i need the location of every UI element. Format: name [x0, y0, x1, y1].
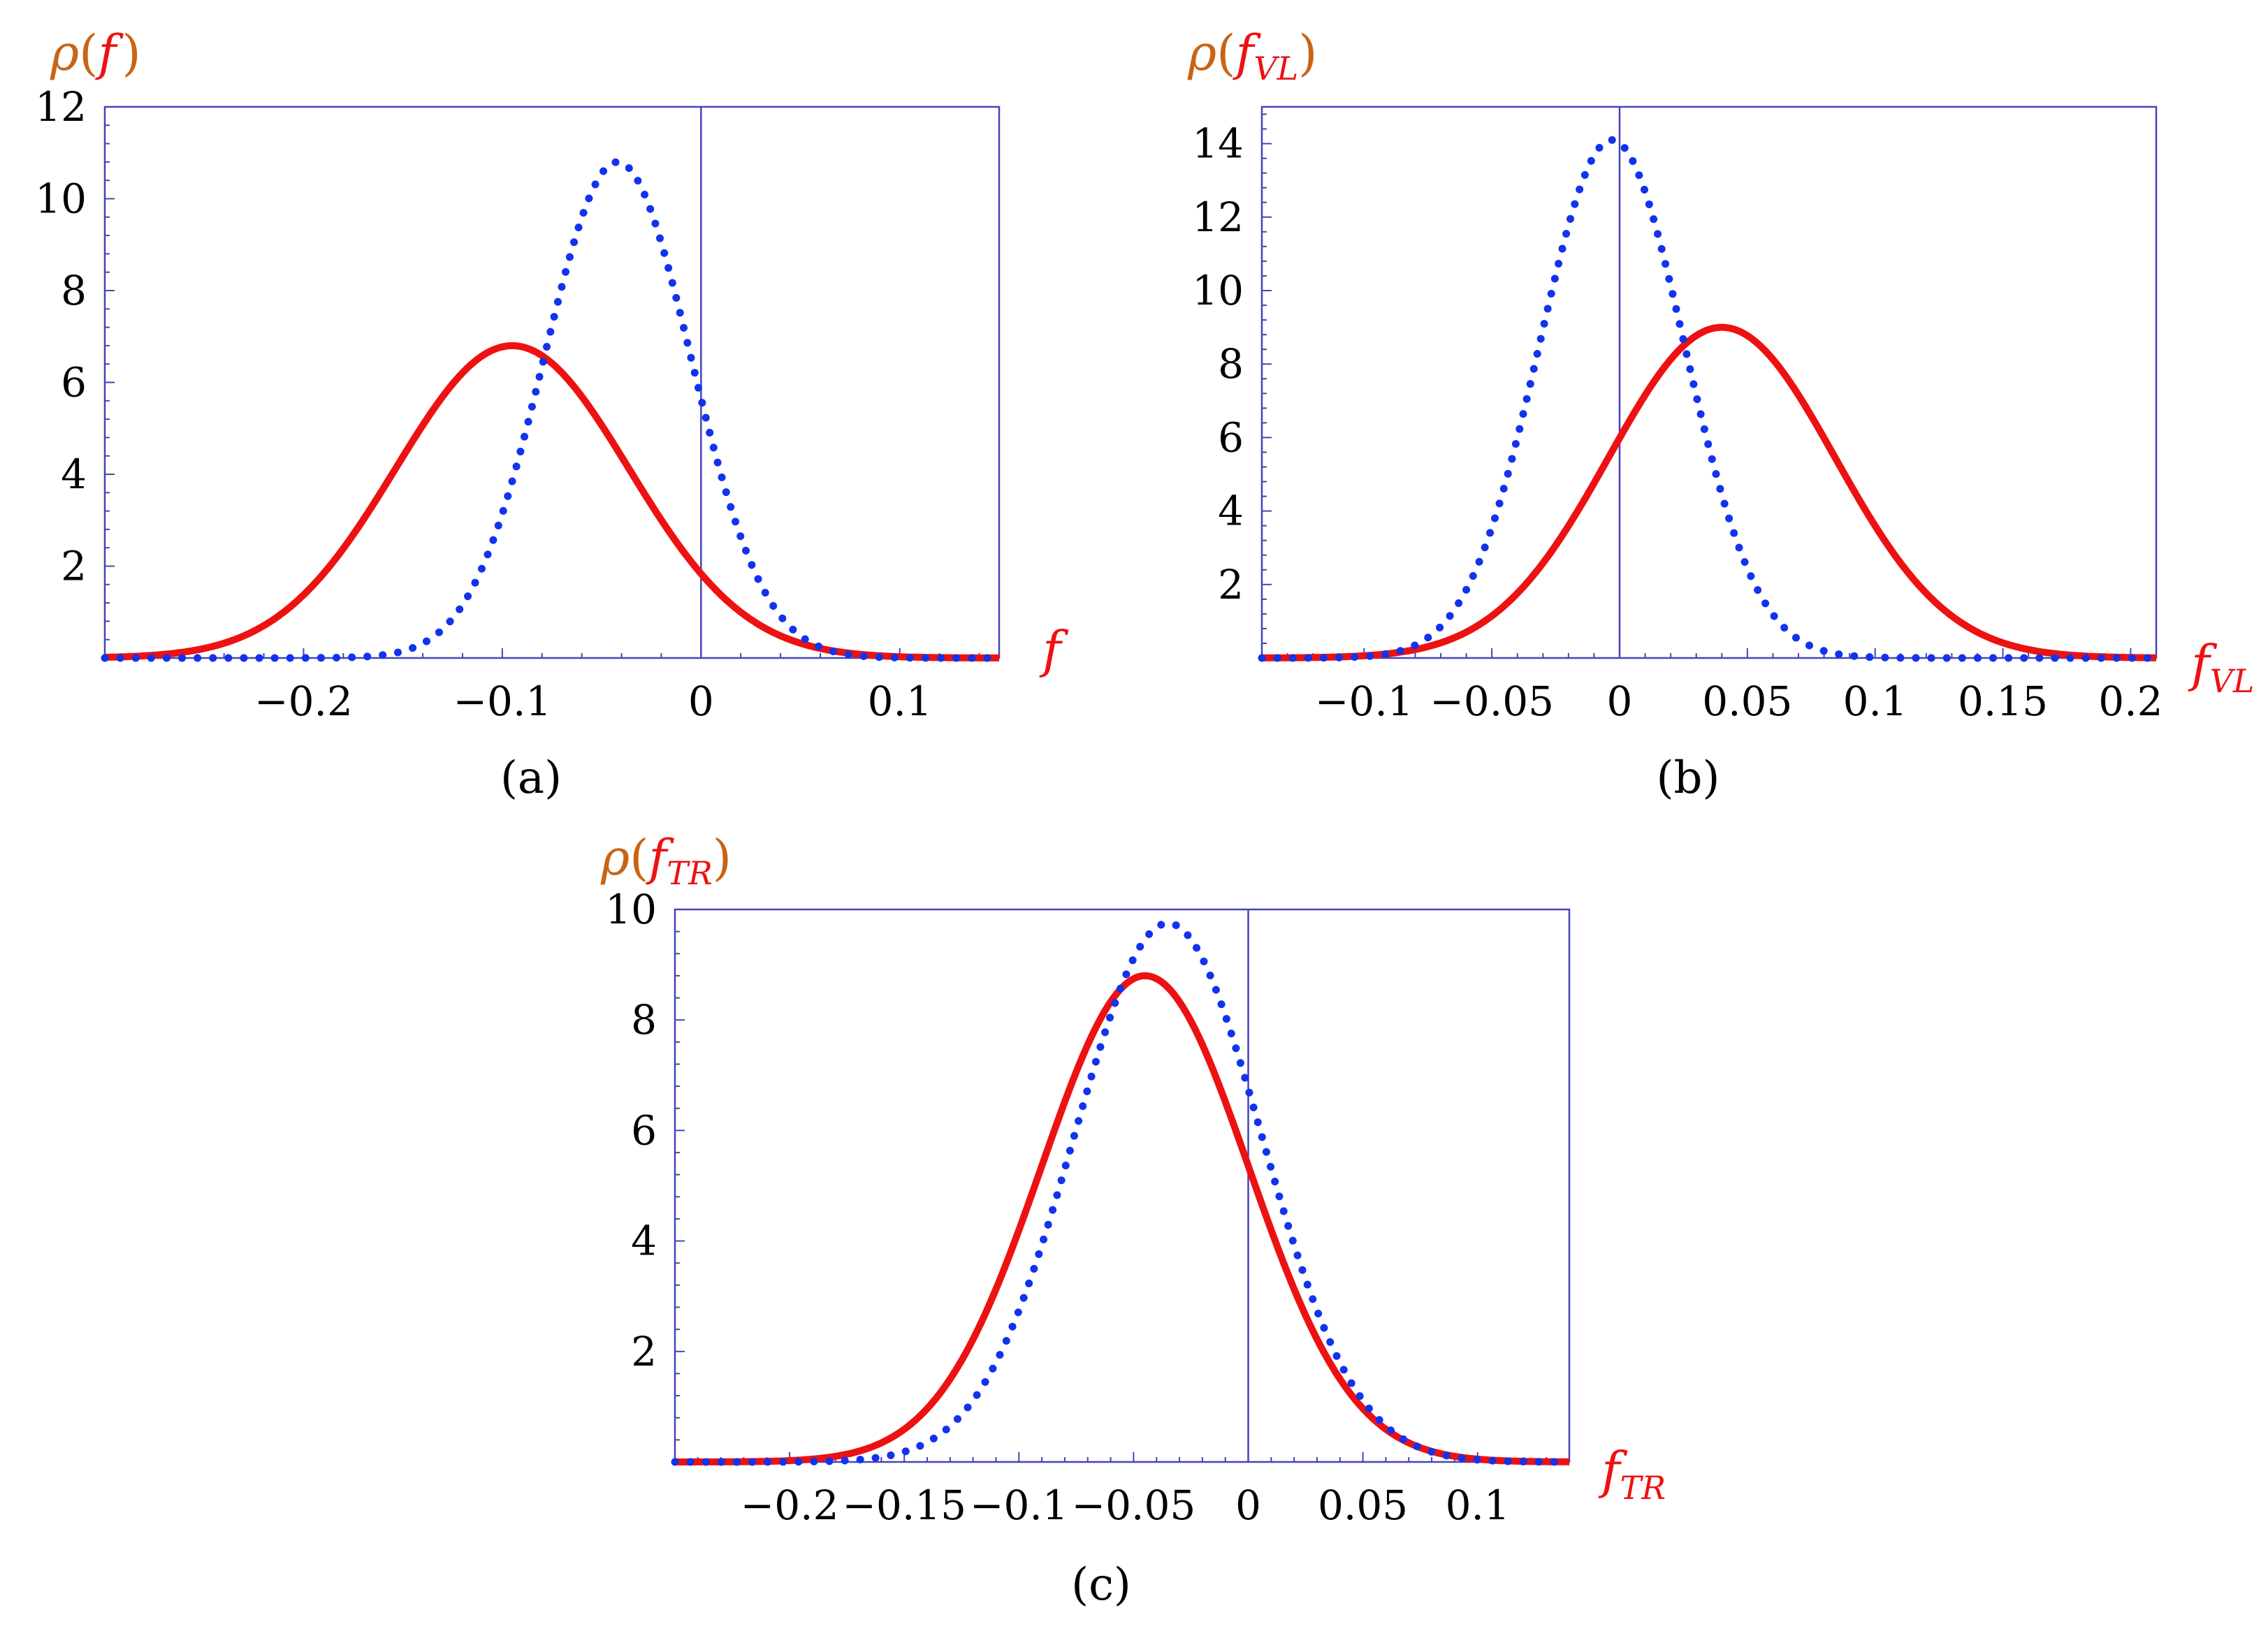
y-axis-label-open: (: [79, 24, 98, 82]
y-tick-label: 6: [631, 1106, 657, 1154]
y-tick-label: 4: [61, 451, 87, 498]
y-tick-label: 14: [1192, 120, 1244, 168]
plot-frame: [674, 908, 1571, 1463]
series-dotted-curve: [101, 158, 1003, 662]
y-axis-label-sub: TR: [667, 854, 712, 892]
series-dotted-curve: [1258, 136, 2160, 662]
y-axis-label-open: (: [630, 829, 648, 886]
series-solid-curve: [674, 972, 1571, 1465]
y-axis-label-close: ): [122, 24, 140, 82]
plot-frame: [1260, 105, 2158, 659]
x-tick-label: 0.1: [1843, 678, 1907, 725]
panel-caption: (a): [500, 752, 562, 804]
series-solid-curve: [103, 342, 1001, 661]
y-axis-label-open: (: [1216, 24, 1235, 82]
x-tick-label: 0.1: [1446, 1482, 1510, 1529]
y-tick-label: 6: [1218, 414, 1244, 461]
y-tick-label: 2: [1218, 561, 1244, 608]
x-axis-label: fTR: [1598, 1441, 1666, 1507]
x-axis-label-sub: VL: [2210, 662, 2255, 700]
x-tick-label: 0.2: [2098, 678, 2162, 725]
y-tick-label: 8: [631, 996, 657, 1044]
y-tick-label: 12: [35, 83, 87, 131]
y-axis-label: ρ(fVL): [1187, 24, 1317, 87]
x-tick-label: −0.05: [1430, 678, 1554, 725]
x-axis-label-var: f: [1039, 620, 1069, 679]
y-axis-label: ρ(f): [50, 24, 141, 82]
x-tick-label: 0: [1607, 678, 1633, 725]
y-tick-label: 10: [35, 175, 87, 223]
y-axis-label-rho: ρ: [1187, 24, 1216, 82]
y-tick-label: 2: [631, 1328, 657, 1375]
x-tick-label: 0.1: [868, 678, 932, 725]
x-axis-label: fVL: [2188, 634, 2254, 700]
x-tick-label: −0.05: [1072, 1482, 1196, 1529]
y-axis-label-var: f: [94, 24, 124, 82]
y-axis-label-close: ): [1298, 24, 1317, 82]
y-axis-label-rho: ρ: [600, 829, 630, 886]
y-tick-label: 4: [631, 1217, 657, 1265]
x-tick-label: 0: [1235, 1482, 1261, 1529]
plot-frame: [103, 105, 1001, 659]
y-axis-label: ρ(fTR): [600, 829, 732, 892]
y-tick-label: 4: [1218, 488, 1244, 535]
y-tick-label: 2: [61, 543, 87, 590]
x-tick-label: 0.15: [1958, 678, 2048, 725]
x-tick-label: 0.05: [1702, 678, 1792, 725]
panel-caption: (c): [1071, 1559, 1131, 1611]
y-tick-label: 6: [61, 359, 87, 407]
x-tick-label: −0.2: [254, 678, 353, 725]
x-axis-label: f: [1039, 620, 1069, 679]
series-dotted-curve: [671, 919, 1573, 1466]
x-tick-label: −0.2: [741, 1482, 839, 1529]
y-tick-label: 8: [61, 267, 87, 314]
y-tick-label: 10: [1192, 267, 1244, 314]
x-tick-label: 0: [688, 678, 714, 725]
series-solid-curve: [1260, 323, 2158, 661]
y-tick-label: 10: [605, 886, 657, 933]
y-axis-label-rho: ρ: [50, 24, 79, 82]
panel-caption: (b): [1657, 752, 1720, 804]
x-tick-label: −0.1: [1315, 678, 1413, 725]
y-axis-label-close: ): [713, 829, 732, 886]
y-tick-label: 8: [1218, 340, 1244, 388]
x-axis-label-sub: TR: [1620, 1469, 1666, 1507]
chart-panel-c: 2 4 6 8 10 −0.2 −0.15 −0.1 −0.05 0 0.05 0.1 ρ(fTR) fT…: [600, 829, 1666, 1611]
x-tick-label: −0.15: [842, 1482, 966, 1529]
x-tick-label: 0.05: [1318, 1482, 1408, 1529]
x-tick-label: −0.1: [453, 678, 551, 725]
y-axis-label-sub: VL: [1253, 50, 1298, 87]
x-tick-label: −0.1: [970, 1482, 1068, 1529]
y-tick-label: 12: [1192, 193, 1244, 241]
